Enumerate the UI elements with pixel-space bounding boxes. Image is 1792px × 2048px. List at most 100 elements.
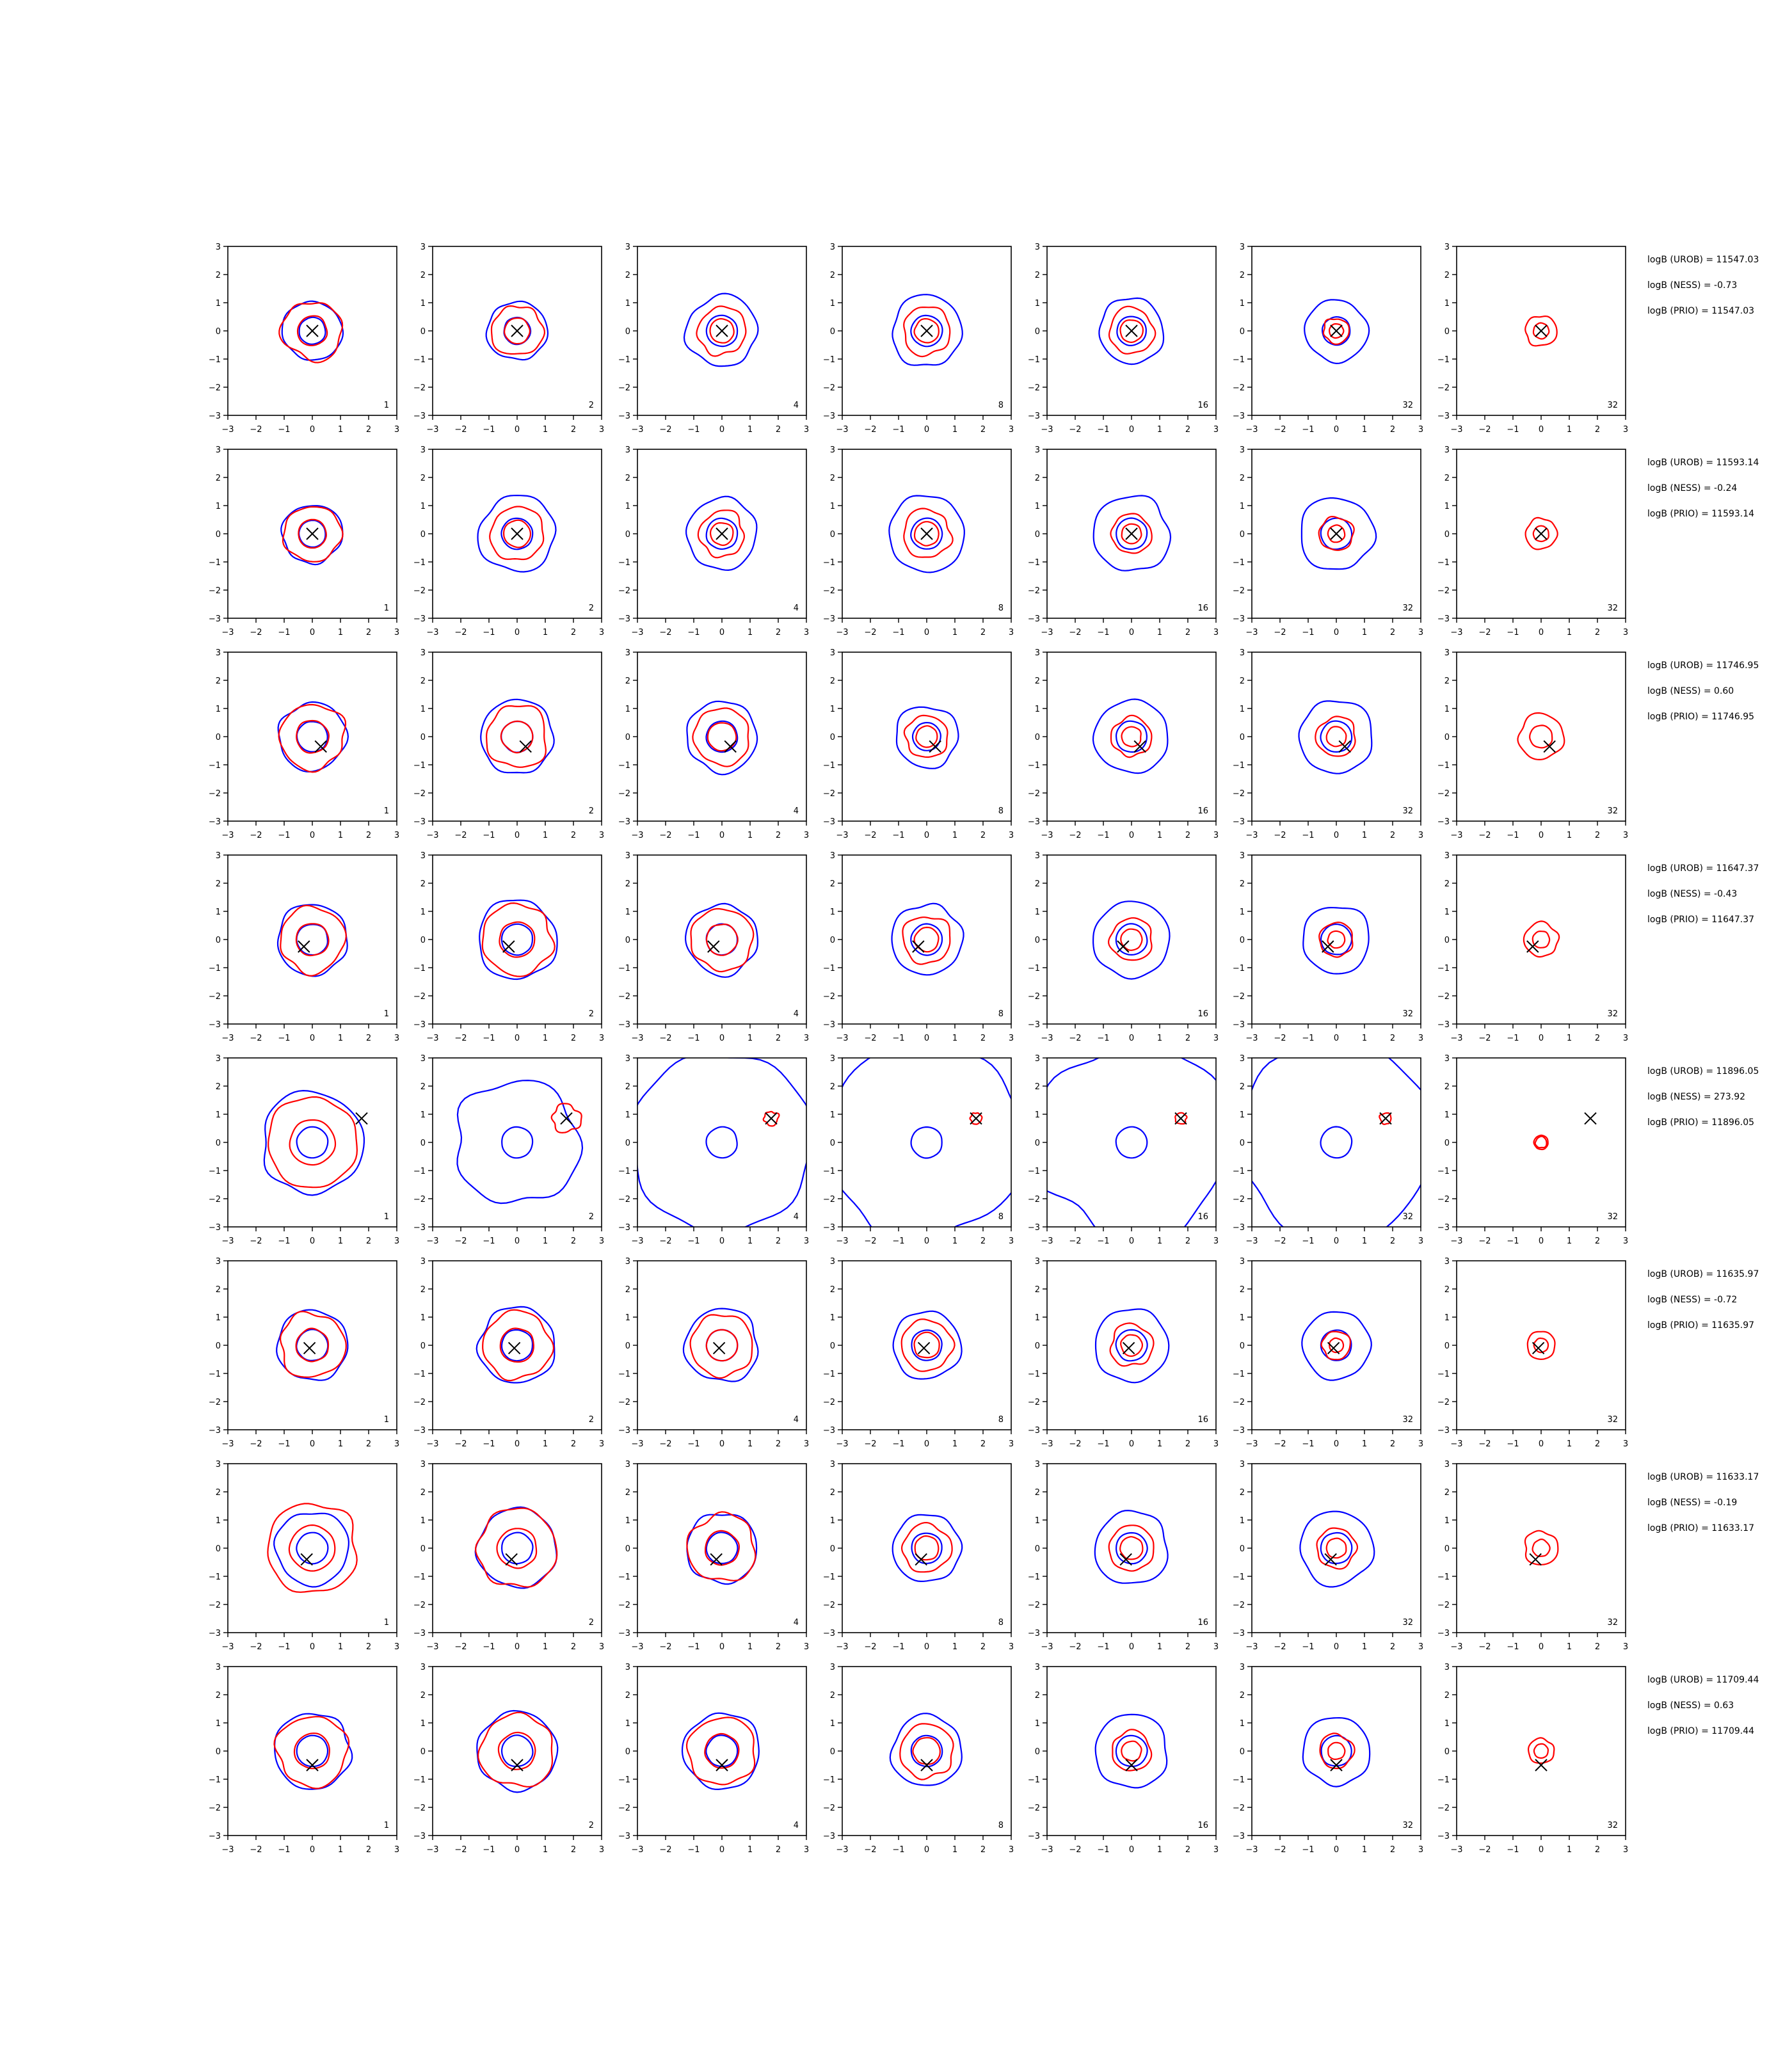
y-tick-label: −2 xyxy=(209,1804,221,1813)
x-tick-label: 2 xyxy=(1185,1236,1190,1246)
x-tick-label: −2 xyxy=(864,1642,876,1652)
truth-marker xyxy=(508,1341,521,1355)
x-tick-label: 0 xyxy=(924,425,929,435)
y-tick-label: 0 xyxy=(420,1341,426,1351)
x-tick-label: −2 xyxy=(250,425,262,435)
axes-frame xyxy=(1456,652,1626,822)
column-label: 1 xyxy=(384,604,389,613)
y-tick-label: −3 xyxy=(1437,1426,1450,1436)
blue-contour-outer xyxy=(682,1308,759,1382)
x-tick-label: −1 xyxy=(892,1236,904,1246)
column-label: 16 xyxy=(1197,1415,1208,1425)
y-tick-label: −1 xyxy=(1233,558,1245,568)
x-tick-label: −3 xyxy=(1041,1034,1053,1043)
x-tick-label: 0 xyxy=(719,425,724,435)
contour-area xyxy=(683,292,759,367)
x-tick-label: −1 xyxy=(483,1642,495,1652)
y-tick-label: 0 xyxy=(625,936,630,945)
y-tick-label: −1 xyxy=(1437,1775,1450,1785)
y-tick-label: 3 xyxy=(420,1054,426,1064)
x-tick-label: −1 xyxy=(892,831,904,840)
y-tick-label: 3 xyxy=(830,1460,835,1469)
y-tick-label: −3 xyxy=(413,1629,426,1638)
contour-area xyxy=(1094,1509,1169,1584)
x-tick-label: 3 xyxy=(1418,628,1423,637)
truth-marker xyxy=(502,940,515,953)
stats-line: logB (PRIO) = 11593.14 xyxy=(1647,509,1754,519)
x-tick-label: 0 xyxy=(1539,628,1544,637)
y-tick-label: −3 xyxy=(1233,1832,1245,1841)
blue-contour-outer xyxy=(686,1514,758,1585)
y-tick-label: 0 xyxy=(830,327,835,337)
x-tick-label: −1 xyxy=(278,628,290,637)
y-tick-label: 1 xyxy=(1035,1719,1040,1729)
red-contour-outer xyxy=(902,916,951,965)
contour-area xyxy=(637,1058,806,1227)
truth-marker xyxy=(1122,1341,1135,1355)
y-tick-label: 3 xyxy=(420,1663,426,1672)
x-tick-label: 3 xyxy=(1418,1236,1423,1246)
red-contour-inner xyxy=(1119,319,1144,344)
truth-marker xyxy=(1379,1112,1392,1125)
y-tick-label: 0 xyxy=(625,733,630,742)
column-label: 8 xyxy=(998,1618,1004,1628)
contour-area xyxy=(1523,920,1560,958)
blue-contour-outer xyxy=(273,1512,350,1588)
subplot-r2-c5: −3 −2 −1 0 1 2 3 3 2 1 0 −1 −2 −3 16 xyxy=(1028,445,1219,637)
stats-line: logB (PRIO) = 11647.37 xyxy=(1647,915,1754,925)
red-contour-outer xyxy=(1315,716,1356,757)
red-contour-inner xyxy=(913,1331,940,1359)
red-contour-outer xyxy=(903,508,954,558)
x-tick-label: −2 xyxy=(1478,425,1491,435)
y-tick-label: −1 xyxy=(1028,1775,1040,1785)
x-tick-label: 3 xyxy=(599,628,604,637)
x-tick-label: −1 xyxy=(687,1845,700,1855)
axes-frame xyxy=(227,652,397,822)
x-tick-label: 1 xyxy=(1157,1034,1162,1043)
stats-block-r4: logB (UROB) = 11647.37 logB (NESS) = -0.4… xyxy=(1647,863,1759,925)
y-tick-label: 0 xyxy=(1444,327,1450,337)
truth-marker xyxy=(920,527,933,540)
blue-contour-inner xyxy=(1116,517,1148,550)
x-tick-label: −3 xyxy=(1245,1439,1258,1449)
x-tick-label: 0 xyxy=(310,831,315,840)
x-tick-label: 0 xyxy=(1334,1236,1339,1246)
subplot-r8-c4: −3 −2 −1 0 1 2 3 3 2 1 0 −1 −2 −3 8 xyxy=(823,1663,1014,1855)
y-tick-label: −1 xyxy=(413,761,426,771)
y-tick-label: −3 xyxy=(1028,412,1040,421)
x-tick-label: 3 xyxy=(1213,1845,1219,1855)
x-tick-label: 2 xyxy=(1185,1034,1190,1043)
x-tick-label: 3 xyxy=(1623,1439,1628,1449)
y-tick-label: 1 xyxy=(216,1313,221,1323)
red-contour-outer xyxy=(477,1711,554,1788)
blue-contour-inner xyxy=(911,721,941,751)
blue-contour-outer xyxy=(1092,495,1172,572)
x-tick-label: 1 xyxy=(952,425,957,435)
x-tick-label: −3 xyxy=(426,1642,438,1652)
x-tick-label: −3 xyxy=(1041,1236,1053,1246)
stats-line: logB (UROB) = 11593.14 xyxy=(1647,458,1759,468)
y-tick-label: 3 xyxy=(1444,1460,1450,1469)
x-tick-label: −3 xyxy=(426,628,438,637)
x-tick-label: 3 xyxy=(1009,425,1014,435)
y-tick-label: 2 xyxy=(1444,879,1450,889)
y-tick-label: −1 xyxy=(823,1775,835,1785)
blue-contour-outer xyxy=(263,1089,365,1196)
y-tick-label: 0 xyxy=(1444,936,1450,945)
blue-contour-inner xyxy=(296,1126,329,1159)
subplot-r6-c4: −3 −2 −1 0 1 2 3 3 2 1 0 −1 −2 −3 8 xyxy=(823,1257,1014,1449)
column-label: 2 xyxy=(589,1821,594,1830)
contour-area xyxy=(895,706,959,769)
x-tick-label: 2 xyxy=(776,1642,781,1652)
y-tick-label: −1 xyxy=(1233,1370,1245,1379)
y-tick-label: −1 xyxy=(823,761,835,771)
blue-contour-inner xyxy=(296,1734,329,1768)
x-tick-label: 3 xyxy=(804,425,809,435)
y-tick-label: −3 xyxy=(1028,1629,1040,1638)
truth-marker xyxy=(511,324,524,337)
subplot-r4-c3: −3 −2 −1 0 1 2 3 3 2 1 0 −1 −2 −3 4 xyxy=(618,851,809,1043)
y-tick-label: 0 xyxy=(420,1747,426,1757)
y-tick-label: −1 xyxy=(618,761,630,771)
x-tick-label: −3 xyxy=(426,1034,438,1043)
